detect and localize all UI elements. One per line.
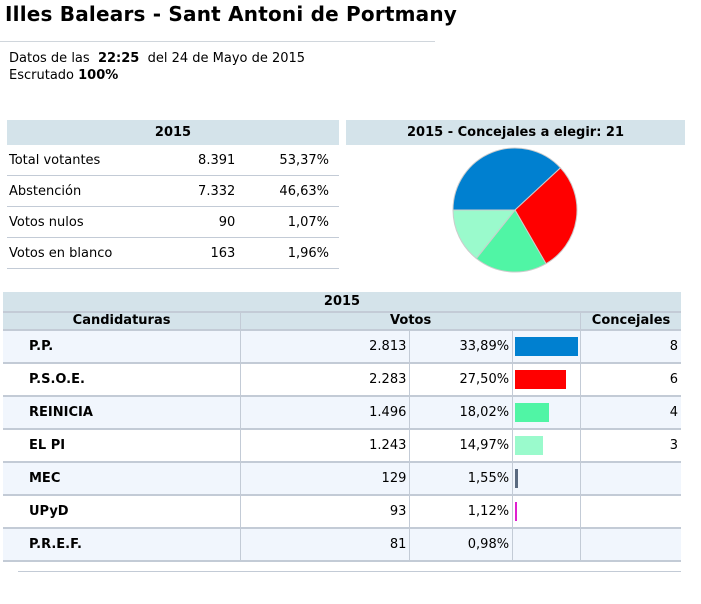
page-title: Illes Balears - Sant Antoni de Portmany — [5, 2, 458, 26]
vote-bar-cell — [512, 396, 581, 430]
party-pct: 27,50% — [409, 363, 513, 397]
summary-label: Votos nulos — [7, 206, 171, 238]
party-votes: 1.243 — [240, 429, 410, 463]
pie-header: 2015 - Concejales a elegir: 21 — [346, 120, 685, 145]
divider — [18, 571, 681, 572]
col-candidaturas: Candidaturas — [3, 312, 241, 331]
party-votes: 2.283 — [240, 363, 410, 397]
update-time: 22:25 — [97, 51, 140, 66]
party-name: P.P. — [3, 330, 241, 364]
pie-slice — [452, 147, 562, 211]
summary-value: 163 — [170, 237, 246, 269]
summary-row: Votos en blanco 163 1,96% — [7, 237, 339, 269]
pie-slice — [514, 167, 578, 265]
summary-label: Abstención — [7, 175, 171, 207]
seats-pie-chart — [452, 147, 578, 273]
escrutado-label: Escrutado — [9, 68, 74, 83]
summary-pct: 53,37% — [245, 145, 339, 176]
vote-bar — [515, 337, 579, 356]
summary-pct: 46,63% — [245, 175, 339, 207]
vote-bar-cell — [512, 495, 581, 529]
summary-value: 90 — [170, 206, 246, 238]
col-concejales: Concejales — [580, 312, 681, 331]
party-pct: 33,89% — [409, 330, 513, 364]
party-votes: 2.813 — [240, 330, 410, 364]
summary-label: Votos en blanco — [7, 237, 171, 269]
summary-pct: 1,07% — [245, 206, 339, 238]
results-year: 2015 — [3, 292, 681, 313]
party-votes: 81 — [240, 528, 410, 562]
party-seats: 4 — [580, 396, 681, 430]
col-votos: Votos — [240, 312, 581, 331]
party-votes: 1.496 — [240, 396, 410, 430]
summary-value: 7.332 — [170, 175, 246, 207]
vote-bar — [515, 436, 543, 455]
party-name: EL PI — [3, 429, 241, 463]
party-row: P.P. 2.813 33,89% 8 — [3, 330, 681, 364]
party-pct: 0,98% — [409, 528, 513, 562]
party-pct: 18,02% — [409, 396, 513, 430]
party-votes: 93 — [240, 495, 410, 529]
party-votes: 129 — [240, 462, 410, 496]
pie-slice — [475, 209, 547, 273]
party-seats — [580, 462, 681, 496]
datos-prefix: Datos de las — [9, 51, 90, 66]
summary-row: Abstención 7.332 46,63% — [7, 175, 339, 207]
vote-bar-cell — [512, 462, 581, 496]
participation-table: 2015 Total votantes 8.391 53,37% Abstención… — [7, 120, 339, 269]
party-pct: 1,55% — [409, 462, 513, 496]
vote-bar — [515, 403, 549, 422]
party-row: MEC 129 1,55% — [3, 462, 681, 496]
vote-bar-cell — [512, 528, 581, 562]
party-row: P.S.O.E. 2.283 27,50% 6 — [3, 363, 681, 397]
party-seats: 3 — [580, 429, 681, 463]
escrutado-value: 100% — [78, 68, 119, 83]
summary-row: Total votantes 8.391 53,37% — [7, 145, 339, 176]
party-row: EL PI 1.243 14,97% 3 — [3, 429, 681, 463]
summary-header: 2015 — [7, 120, 339, 145]
party-name: P.R.E.F. — [3, 528, 241, 562]
party-name: REINICIA — [3, 396, 241, 430]
party-pct: 14,97% — [409, 429, 513, 463]
pie-slice — [452, 209, 517, 260]
vote-bar — [515, 469, 518, 488]
party-name: UPyD — [3, 495, 241, 529]
party-seats: 6 — [580, 363, 681, 397]
vote-bar-cell — [512, 363, 581, 397]
vote-bar-cell — [512, 330, 581, 364]
party-name: MEC — [3, 462, 241, 496]
vote-bar-cell — [512, 429, 581, 463]
summary-label: Total votantes — [7, 145, 171, 176]
update-info: Datos de las 22:25 del 24 de Mayo de 201… — [9, 50, 305, 84]
party-seats — [580, 495, 681, 529]
party-row: P.R.E.F. 81 0,98% — [3, 528, 681, 562]
summary-pct: 1,96% — [245, 237, 339, 269]
results-table: 2015 Candidaturas Votos Concejales P.P. 2… — [3, 292, 681, 562]
vote-bar — [515, 370, 567, 389]
summary-value: 8.391 — [170, 145, 246, 176]
party-row: REINICIA 1.496 18,02% 4 — [3, 396, 681, 430]
party-name: P.S.O.E. — [3, 363, 241, 397]
divider — [0, 41, 435, 42]
update-date: del 24 de Mayo de 2015 — [147, 51, 306, 66]
summary-row: Votos nulos 90 1,07% — [7, 206, 339, 238]
party-row: UPyD 93 1,12% — [3, 495, 681, 529]
party-seats: 8 — [580, 330, 681, 364]
party-seats — [580, 528, 681, 562]
vote-bar — [515, 502, 518, 521]
party-pct: 1,12% — [409, 495, 513, 529]
